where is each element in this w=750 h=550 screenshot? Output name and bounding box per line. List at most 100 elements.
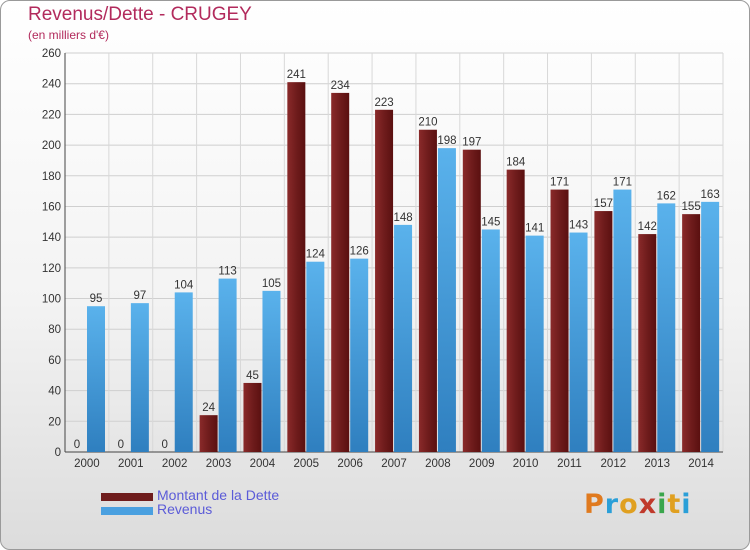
data-label-debt-2004: 45 (246, 370, 259, 382)
data-label-debt-2005: 241 (287, 69, 306, 81)
x-tick-label-2011: 2011 (557, 458, 582, 470)
data-label-debt-2007: 223 (374, 97, 393, 109)
bar-debt-2005 (287, 82, 306, 453)
y-tick-label: 60 (48, 355, 61, 367)
bar-debt-2012 (594, 211, 613, 452)
bar-debt-2007 (375, 109, 394, 453)
data-label-debt-2006: 234 (331, 80, 351, 92)
data-label-debt-2013: 142 (638, 221, 657, 233)
legend-label-revenue: Revenus (157, 501, 213, 517)
bar-revenue-2006 (350, 258, 369, 452)
data-label-revenue-2002: 104 (174, 279, 194, 291)
y-tick-label: 120 (42, 263, 61, 275)
x-tick-label-2009: 2009 (469, 458, 495, 470)
x-tick-label-2006: 2006 (337, 458, 363, 470)
bar-revenue-2012 (613, 189, 632, 453)
data-label-revenue-2008: 198 (437, 135, 456, 147)
x-tick-label-2013: 2013 (644, 458, 670, 470)
logo-letter: o (619, 489, 639, 520)
bar-revenue-2003 (218, 278, 237, 452)
chart-subtitle: (en milliers d'€) (28, 28, 109, 42)
bar-revenue-2008 (437, 148, 456, 452)
data-label-debt-2010: 184 (506, 157, 526, 169)
logo-letter: r (604, 489, 620, 520)
data-label-revenue-2014: 163 (701, 189, 720, 201)
bar-revenue-2005 (306, 261, 325, 452)
y-tick-label: 0 (55, 447, 61, 459)
bar-revenue-2007 (394, 224, 413, 452)
bar-debt-2003 (199, 415, 218, 452)
bar-debt-2013 (638, 234, 657, 452)
bar-debt-2006 (331, 92, 350, 453)
bar-revenue-2010 (525, 235, 544, 452)
x-tick-label-2007: 2007 (381, 458, 407, 470)
y-tick-label: 240 (42, 79, 61, 91)
data-label-revenue-2009: 145 (481, 216, 500, 228)
legend-label-debt: Montant de la Dette (157, 487, 280, 503)
chart-title: Revenus/Dette - CRUGEY (28, 4, 252, 25)
y-tick-label: 160 (42, 201, 61, 213)
x-tick-label-2008: 2008 (425, 458, 451, 470)
bar-revenue-2014 (701, 201, 720, 452)
bar-debt-2011 (550, 189, 569, 453)
data-label-debt-2001: 0 (118, 439, 124, 451)
logo-letter: i (681, 489, 692, 520)
data-label-revenue-2013: 162 (657, 190, 676, 202)
data-label-debt-2008: 210 (418, 117, 437, 129)
bar-revenue-2004 (262, 290, 281, 452)
y-tick-label: 220 (42, 109, 61, 121)
data-label-debt-2014: 155 (682, 201, 701, 213)
legend-swatch-debt (101, 493, 153, 501)
logo-letter: i (657, 489, 668, 520)
x-tick-label-2001: 2001 (118, 458, 144, 470)
x-tick-label-2002: 2002 (162, 458, 188, 470)
data-label-revenue-2001: 97 (133, 290, 146, 302)
data-label-debt-2003: 24 (202, 402, 215, 414)
legend-swatch-revenue (101, 507, 153, 515)
bar-debt-2004 (243, 382, 262, 452)
y-tick-label: 100 (42, 294, 61, 306)
data-label-revenue-2011: 143 (569, 220, 588, 232)
data-label-debt-2009: 197 (462, 137, 481, 149)
y-tick-label: 40 (48, 386, 61, 398)
y-tick-label: 140 (42, 232, 61, 244)
data-label-debt-2002: 0 (162, 439, 168, 451)
x-tick-label-2005: 2005 (293, 458, 319, 470)
bar-revenue-2013 (657, 203, 676, 452)
y-tick-label: 180 (42, 171, 61, 183)
x-tick-label-2014: 2014 (688, 458, 714, 470)
x-tick-label-2003: 2003 (206, 458, 232, 470)
logo-letter: P (584, 489, 605, 520)
data-label-revenue-2010: 141 (525, 223, 544, 235)
bar-debt-2010 (506, 169, 525, 452)
data-label-debt-2011: 171 (550, 177, 569, 189)
x-tick-label-2010: 2010 (513, 458, 539, 470)
data-label-debt-2000: 0 (74, 439, 80, 451)
data-label-debt-2012: 157 (594, 198, 613, 210)
bars (87, 82, 720, 453)
data-label-revenue-2000: 95 (90, 293, 103, 305)
bar-revenue-2001 (130, 303, 149, 452)
logo-letter: x (638, 489, 658, 520)
logo-letter: t (667, 489, 682, 520)
y-tick-label: 80 (48, 324, 61, 336)
y-tick-label: 200 (42, 140, 61, 152)
bar-revenue-2002 (174, 292, 193, 452)
bar-debt-2009 (462, 149, 481, 452)
data-label-revenue-2006: 126 (350, 246, 369, 258)
bar-revenue-2011 (569, 232, 588, 452)
data-labels: 0 95 0 97 0 104 24 113 45 105 241 124 234 126 223 148 21… (74, 69, 720, 451)
bar-revenue-2009 (481, 229, 500, 452)
axes: 0204060801001201401601802002202402602000… (42, 48, 723, 470)
bar-revenue-2000 (87, 306, 105, 452)
data-label-revenue-2005: 124 (306, 249, 326, 261)
data-label-revenue-2003: 113 (218, 266, 236, 278)
bar-debt-2008 (418, 129, 437, 452)
data-label-revenue-2007: 148 (393, 212, 412, 224)
x-tick-label-2004: 2004 (250, 458, 276, 470)
y-tick-label: 260 (42, 48, 61, 60)
x-tick-label-2000: 2000 (74, 458, 100, 470)
y-tick-label: 20 (48, 416, 61, 428)
